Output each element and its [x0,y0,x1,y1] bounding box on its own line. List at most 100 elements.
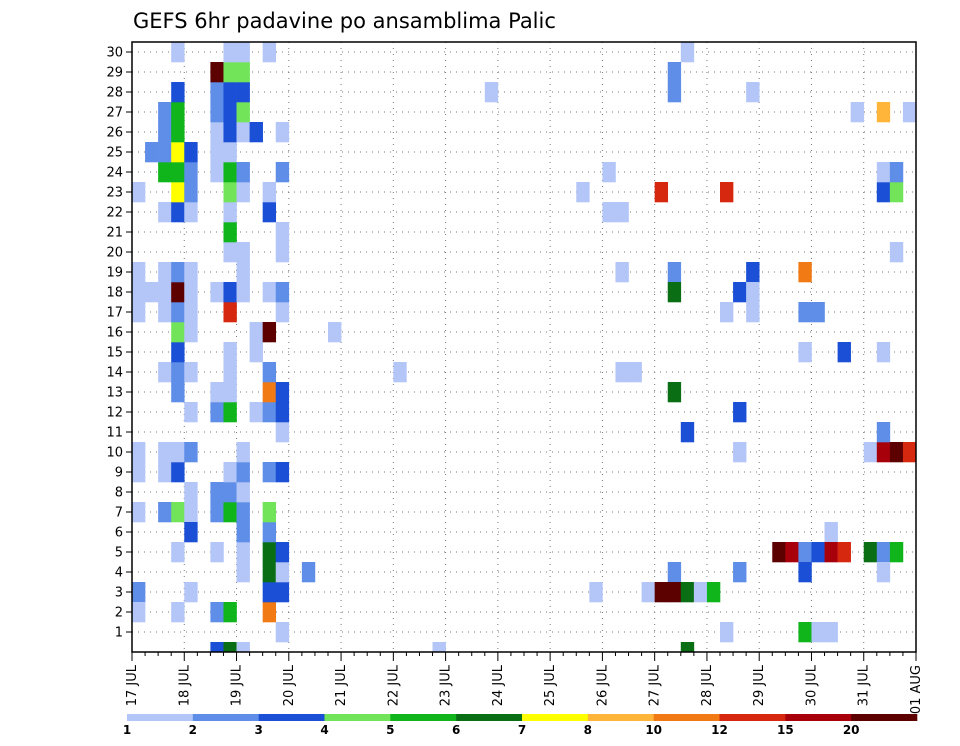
y-tick-label: 22 [106,206,123,221]
heatmap-cell [746,282,760,303]
y-tick-label: 28 [106,86,123,101]
x-tick-label: 17 JUL [125,664,140,706]
heatmap-cell [210,642,224,653]
heatmap-cell [785,542,799,563]
heatmap-cell [236,262,250,283]
heatmap-cell [184,182,198,203]
heatmap-cell [223,162,237,183]
heatmap-cell [837,542,851,563]
heatmap-cell [171,502,185,523]
heatmap-cell [876,442,891,463]
heatmap-cell [876,422,891,443]
heatmap-cell [223,42,237,63]
heatmap-cell [249,122,263,143]
y-tick-label: 12 [106,406,123,421]
heatmap-cell [184,402,198,423]
y-tick-label: 29 [106,66,123,81]
heatmap-cell [158,302,172,323]
chart-title: GEFS 6hr padavine po ansamblima Palic [133,9,556,33]
heatmap-cell [223,482,237,503]
y-tick-label: 7 [115,506,123,521]
heatmap-cell [210,502,224,523]
heatmap-cell [262,42,277,63]
legend-label: 1 [123,723,131,737]
legend-label: 8 [584,723,592,737]
heatmap-cell [184,162,198,183]
x-tick-label: 01 AUG [909,665,924,714]
legend-swatch [324,714,391,721]
x-tick-label: 24 JUL [491,664,506,706]
heatmap-cell [236,542,250,563]
legend-swatch [719,714,786,721]
heatmap-cell [615,202,629,223]
heatmap-cell [262,402,277,423]
heatmap-cell [850,102,865,123]
heatmap-cell [249,402,263,423]
heatmap-cell [720,622,734,643]
heatmap-cell [262,462,277,483]
heatmap-cell [158,462,172,483]
heatmap-cell [210,282,224,303]
x-tick-label: 31 JUL [857,664,872,706]
heatmap-cell [772,542,786,563]
y-tick-label: 6 [115,526,123,541]
heatmap-cell [798,562,812,583]
heatmap-cell [876,162,891,183]
heatmap-cell [171,122,185,143]
heatmap-cell [223,342,237,363]
heatmap-cell [171,382,185,403]
legend-swatch [522,714,589,721]
heatmap-cell [876,542,891,563]
heatmap-cell [720,302,734,323]
heatmap-cell [876,342,891,363]
heatmap-cell [210,142,224,163]
legend-label: 15 [777,723,794,737]
heatmap-cell [223,242,237,263]
heatmap-cell [158,202,172,223]
y-tick-label: 3 [115,586,123,601]
heatmap-cell [184,202,198,223]
heatmap-cell [210,602,224,623]
heatmap-cell [236,482,250,503]
heatmap-cell [132,282,146,303]
heatmap-cell [889,182,904,203]
heatmap-cell [171,262,185,283]
heatmap-cell [223,62,237,83]
heatmap-cell [667,562,682,583]
heatmap-cell [654,582,669,603]
heatmap-cell [484,82,499,103]
legend-swatch [127,714,194,721]
heatmap-cell [889,442,904,463]
heatmap-cell [184,522,198,543]
heatmap-cell [628,362,642,383]
heatmap-cell [262,282,277,303]
heatmap-cell [641,582,655,603]
heatmap-cell [236,502,250,523]
heatmap-cell [223,302,237,323]
heatmap-cell [693,582,708,603]
heatmap-cell [236,562,250,583]
heatmap-cell [184,582,198,603]
heatmap-cell [262,202,277,223]
heatmap-cell [236,122,250,143]
heatmap-cell [132,442,146,463]
y-tick-label: 1 [115,626,123,641]
heatmap-cell [275,402,290,423]
heatmap-cell [615,362,629,383]
heatmap-cell [145,282,159,303]
legend-label: 7 [518,723,526,737]
heatmap-cell [680,642,695,653]
heatmap-cell [733,562,747,583]
heatmap-cell [589,582,603,603]
y-tick-label: 27 [106,106,123,121]
heatmap-cell [171,322,185,343]
heatmap-cell [210,482,224,503]
heatmap-cell [733,402,747,423]
x-axis-ticks: 17 JUL 18 JUL 19 JUL 20 JUL 21 JUL 22 JUL 23 J… [125,652,924,714]
heatmap-cell [236,42,250,63]
heatmap-cell [667,382,682,403]
heatmap-cell [158,122,172,143]
y-tick-label: 21 [106,226,123,241]
heatmap-cell [132,462,146,483]
